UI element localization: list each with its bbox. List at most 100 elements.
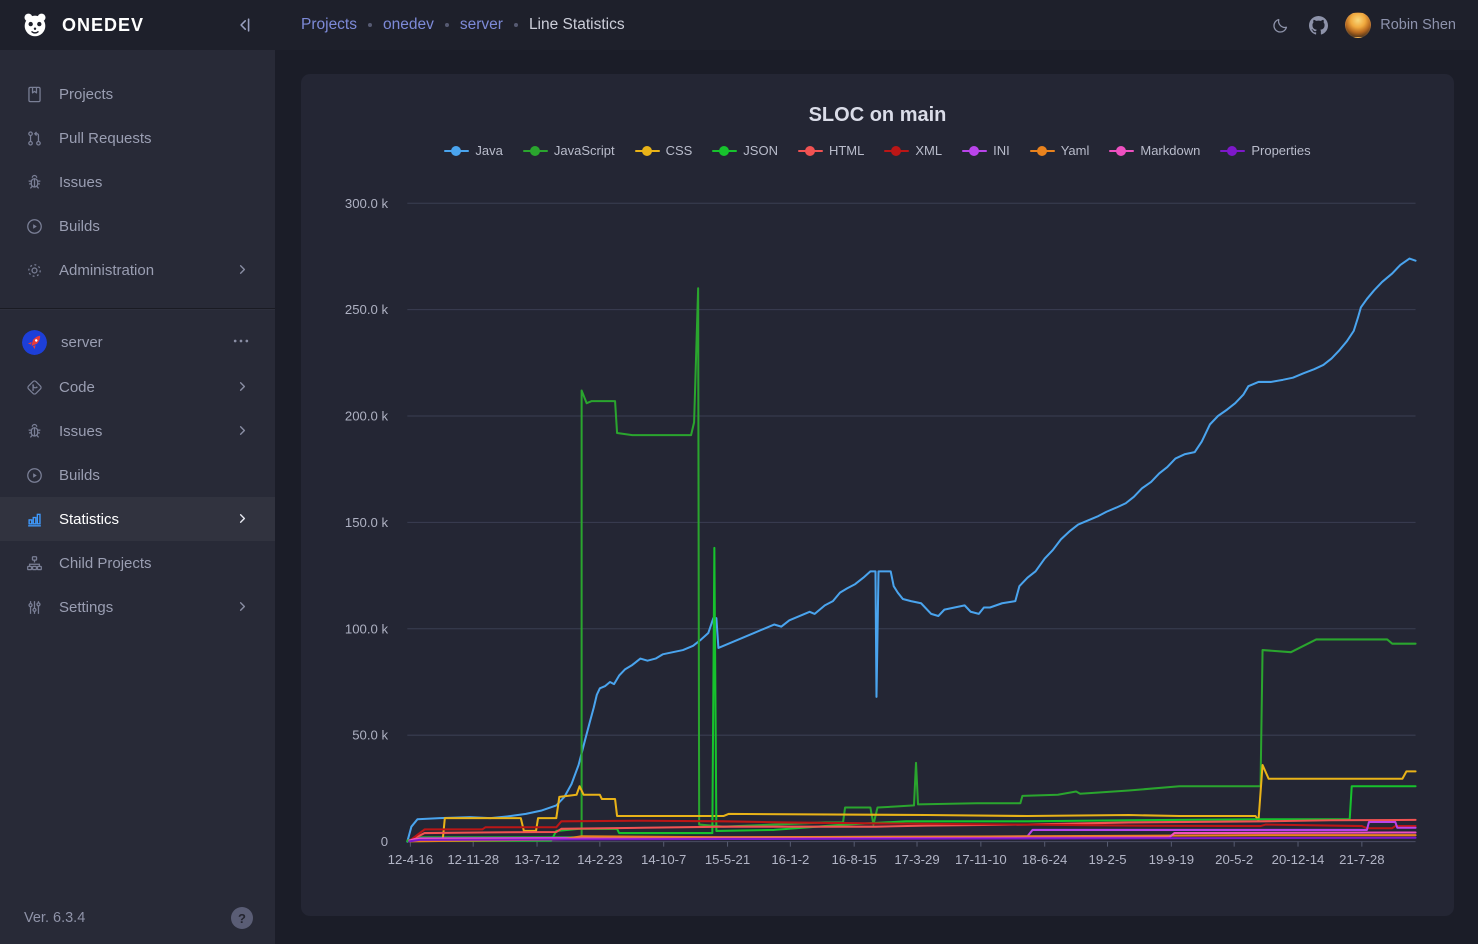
breadcrumb: Projects onedev server Line Statistics xyxy=(301,16,1269,34)
logo-row: ONEDEV xyxy=(0,0,275,50)
legend-label: Yaml xyxy=(1060,143,1090,158)
sidebar-item-label: Pull Requests xyxy=(59,129,152,147)
project-name: server xyxy=(61,333,103,351)
legend-marker-icon xyxy=(884,145,910,157)
svg-text:14-2-23: 14-2-23 xyxy=(577,852,622,867)
svg-text:19-2-5: 19-2-5 xyxy=(1089,852,1127,867)
sidebar-item-projects[interactable]: Projects xyxy=(0,72,275,116)
github-icon[interactable] xyxy=(1307,14,1329,36)
help-icon[interactable]: ? xyxy=(231,907,253,929)
legend-label: JSON xyxy=(743,143,778,158)
sidebar-item-label: Projects xyxy=(59,85,114,103)
svg-text:200.0 k: 200.0 k xyxy=(345,409,389,424)
version-text: Ver. 6.3.4 xyxy=(24,910,86,926)
sidebar-item-builds[interactable]: Builds xyxy=(0,453,275,497)
svg-text:21-7-28: 21-7-28 xyxy=(1339,852,1384,867)
sidebar-divider xyxy=(0,308,275,309)
chevron-right-icon xyxy=(235,262,251,278)
sidebar-spacer xyxy=(0,629,275,892)
legend-label: Java xyxy=(475,143,503,158)
main-navigation: Projects Pull Requests Issues Builds Adminis… xyxy=(0,50,275,292)
book-icon xyxy=(24,84,44,104)
legend-item-xml[interactable]: XML xyxy=(884,143,942,158)
svg-text:16-1-2: 16-1-2 xyxy=(771,852,809,867)
sidebar-item-label: Code xyxy=(59,378,95,396)
sidebar-item-label: Issues xyxy=(59,422,103,440)
bug-icon xyxy=(24,172,44,192)
legend-item-properties[interactable]: Properties xyxy=(1220,143,1311,158)
legend-marker-icon xyxy=(1029,145,1055,157)
sliders-icon xyxy=(24,597,44,617)
bar-chart-icon xyxy=(24,509,44,529)
sidebar-item-label: Statistics xyxy=(59,510,120,528)
svg-text:19-9-19: 19-9-19 xyxy=(1149,852,1194,867)
legend-marker-icon xyxy=(1220,145,1246,157)
breadcrumb-separator xyxy=(444,23,449,27)
legend-item-javascript[interactable]: JavaScript xyxy=(522,143,615,158)
code-icon xyxy=(24,377,44,397)
breadcrumb-separator xyxy=(513,23,518,27)
sidebar-item-code[interactable]: Code xyxy=(0,365,275,409)
sidebar-item-child-projects[interactable]: Child Projects xyxy=(0,541,275,585)
user-name: Robin Shen xyxy=(1380,17,1456,33)
svg-text:20-12-14: 20-12-14 xyxy=(1272,852,1325,867)
sidebar-item-pull-requests[interactable]: Pull Requests xyxy=(0,116,275,160)
content: SLOC on main Java JavaScript CSS JSON HTML XM… xyxy=(275,50,1478,944)
sidebar-item-label: Administration xyxy=(59,261,155,279)
chevron-right-icon xyxy=(235,599,251,615)
legend-item-yaml[interactable]: Yaml xyxy=(1029,143,1090,158)
svg-text:300.0 k: 300.0 k xyxy=(345,196,389,211)
sidebar-item-issues[interactable]: Issues xyxy=(0,160,275,204)
logo-text: ONEDEV xyxy=(62,14,145,35)
chevron-right-icon xyxy=(235,511,251,527)
breadcrumb-line-statistics: Line Statistics xyxy=(528,16,625,33)
sidebar-item-administration[interactable]: Administration xyxy=(0,248,275,292)
project-navigation: Code Issues Builds Statistics Child Projects… xyxy=(0,365,275,629)
svg-text:50.0 k: 50.0 k xyxy=(352,728,388,743)
breadcrumb-projects[interactable]: Projects xyxy=(301,16,357,33)
chart-legend: Java JavaScript CSS JSON HTML XML INI Yaml Markd… xyxy=(301,143,1454,158)
svg-text:250.0 k: 250.0 k xyxy=(345,302,389,317)
legend-item-java[interactable]: Java xyxy=(444,143,503,158)
legend-label: CSS xyxy=(665,143,693,158)
legend-label: INI xyxy=(993,143,1010,158)
sidebar-collapse-icon[interactable] xyxy=(231,12,257,38)
legend-label: Properties xyxy=(1251,143,1311,158)
legend-marker-icon xyxy=(444,145,470,157)
play-circle-icon xyxy=(24,465,44,485)
project-ellipsis-icon[interactable] xyxy=(231,331,253,353)
sidebar-item-builds[interactable]: Builds xyxy=(0,204,275,248)
sidebar-item-issues[interactable]: Issues xyxy=(0,409,275,453)
tree-icon xyxy=(24,553,44,573)
sidebar-item-settings[interactable]: Settings xyxy=(0,585,275,629)
svg-text:15-5-21: 15-5-21 xyxy=(705,852,750,867)
sloc-chart: 0 50.0 k 100.0 k 150.0 k 200.0 k 250.0 k 300.0… xyxy=(301,188,1454,889)
sidebar-item-label: Builds xyxy=(59,466,100,484)
legend-label: HTML xyxy=(828,143,865,158)
user-menu[interactable]: Robin Shen xyxy=(1345,12,1456,38)
version-row: Ver. 6.3.4 ? xyxy=(0,892,275,944)
dark-mode-moon-icon[interactable] xyxy=(1269,14,1291,36)
chart-title: SLOC on main xyxy=(808,104,947,126)
svg-text:20-5-2: 20-5-2 xyxy=(1215,852,1253,867)
breadcrumb-onedev[interactable]: onedev xyxy=(383,16,434,33)
legend-item-json[interactable]: JSON xyxy=(712,143,778,158)
project-header[interactable]: server xyxy=(0,319,275,365)
topbar: Projects onedev server Line Statistics Robi… xyxy=(275,0,1478,50)
chevron-right-icon xyxy=(235,423,251,439)
legend-item-markdown[interactable]: Markdown xyxy=(1109,143,1200,158)
chevron-right-icon xyxy=(235,379,251,395)
svg-text:150.0 k: 150.0 k xyxy=(345,515,389,530)
svg-text:18-6-24: 18-6-24 xyxy=(1022,852,1067,867)
legend-label: XML xyxy=(915,143,943,158)
topbar-actions: Robin Shen xyxy=(1269,12,1456,38)
svg-text:13-7-12: 13-7-12 xyxy=(514,852,559,867)
line-statistics-card: SLOC on main Java JavaScript CSS JSON HTML XM… xyxy=(301,74,1454,916)
legend-item-css[interactable]: CSS xyxy=(634,143,693,158)
breadcrumb-server[interactable]: server xyxy=(459,16,503,33)
sidebar-item-statistics[interactable]: Statistics xyxy=(0,497,275,541)
legend-item-html[interactable]: HTML xyxy=(797,143,865,158)
legend-label: JavaScript xyxy=(553,143,615,158)
user-avatar xyxy=(1345,12,1372,38)
legend-item-ini[interactable]: INI xyxy=(962,143,1010,158)
